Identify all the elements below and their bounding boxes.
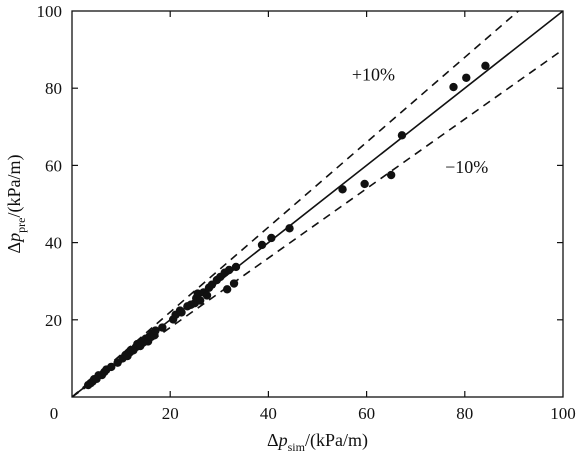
y-tick-label: 100 bbox=[37, 2, 63, 21]
x-tick-label: 20 bbox=[162, 404, 179, 423]
band-label-minus10: −10% bbox=[445, 157, 488, 177]
x-tick-label: 40 bbox=[260, 404, 277, 423]
y-tick-label: 60 bbox=[45, 156, 62, 175]
x-axis-label: Δpsim/(kPa/m) bbox=[267, 430, 368, 454]
y-tick-label: 20 bbox=[45, 311, 62, 330]
data-point bbox=[397, 131, 407, 140]
data-point bbox=[386, 170, 396, 180]
y-tick-label: 40 bbox=[45, 234, 62, 253]
data-point bbox=[202, 291, 212, 300]
data-point bbox=[224, 265, 234, 275]
reference-line-minus10 bbox=[72, 48, 563, 397]
plot-frame bbox=[71, 10, 564, 398]
x-tick-label: 60 bbox=[358, 404, 375, 423]
y-tick-label: 80 bbox=[45, 79, 62, 98]
data-point bbox=[285, 224, 294, 233]
x-tick-label: 80 bbox=[456, 404, 473, 423]
data-point bbox=[229, 279, 239, 288]
y-axis-label: Δppre/(kPa/m) bbox=[4, 155, 28, 254]
axis-ticks bbox=[72, 11, 563, 397]
data-point bbox=[222, 285, 232, 294]
data-point bbox=[151, 326, 160, 335]
data-point bbox=[449, 82, 458, 92]
data-point bbox=[107, 362, 116, 372]
data-point bbox=[257, 240, 267, 250]
data-point bbox=[462, 73, 471, 82]
data-point bbox=[177, 308, 186, 317]
reference-line-plus10 bbox=[72, 11, 519, 397]
data-point bbox=[231, 262, 241, 272]
origin-tick-label: 0 bbox=[50, 404, 59, 423]
x-tick-label: 100 bbox=[550, 404, 576, 423]
data-points bbox=[84, 61, 490, 390]
tick-labels: 20 40 60 80 100 20 40 60 80 100 0 bbox=[37, 2, 576, 423]
data-point bbox=[338, 185, 347, 194]
data-point bbox=[360, 179, 369, 189]
data-point bbox=[195, 296, 205, 305]
data-point bbox=[481, 61, 490, 71]
data-point bbox=[158, 323, 167, 332]
data-point bbox=[267, 233, 276, 243]
band-labels: +10% −10% bbox=[352, 64, 488, 177]
band-label-plus10: +10% bbox=[352, 64, 395, 84]
